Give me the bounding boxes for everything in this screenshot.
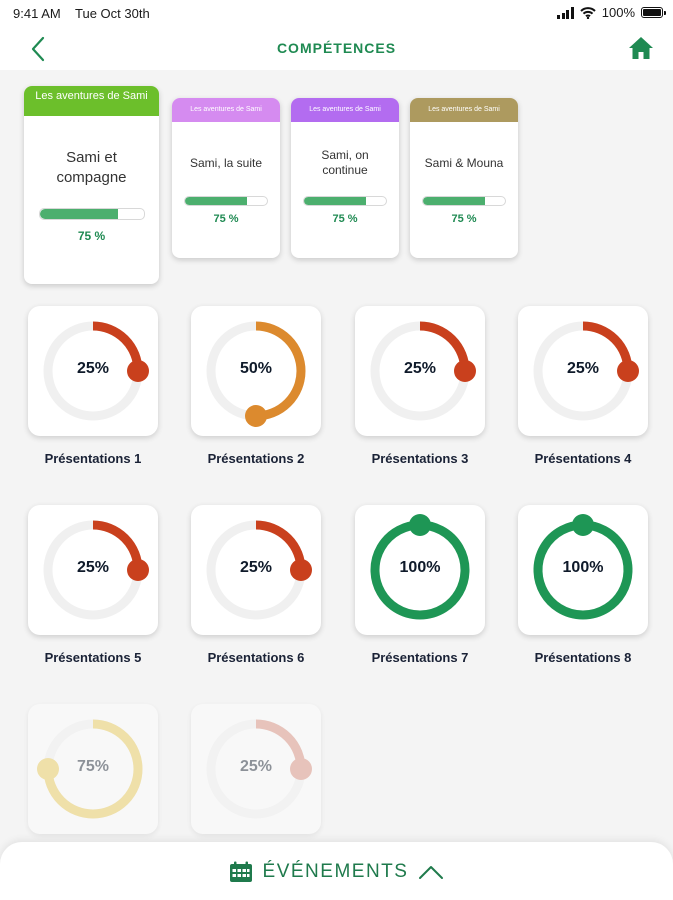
skill-gauge [43,321,149,421]
story-card-percent: 75 % [77,229,106,243]
gauge-knob [127,360,149,382]
story-cards: Les aventures de Sami Sami et compagne 7… [0,86,673,296]
story-card-title: Sami, la suite [189,156,263,170]
story-card[interactable]: Les aventures de Sami Sami & Mouna 75 % [410,98,518,258]
skill-tile[interactable]: 100% [355,505,485,635]
skill-label: Présentations 2 [207,451,305,466]
story-card-percent: 75 % [332,213,358,225]
story-card-title: Sami et compagne [56,149,127,186]
skill-label: Présentations 1 [44,451,142,466]
battery-icon [641,7,666,18]
status-time: 9:41 AM [13,6,61,21]
skill-gauge [206,719,312,819]
status-date: Tue Oct 30th [75,6,150,21]
skill-label: Présentations 3 [371,451,469,466]
skill-value: 25% [239,758,273,775]
skill-gauge [370,514,470,620]
skill-value: 100% [562,559,604,576]
status-bar: 9:41 AM Tue Oct 30th 100% [0,0,673,28]
story-card-progress [39,208,145,220]
gauge-knob [245,405,267,427]
gauge-knob [572,514,594,536]
skill-tile[interactable]: 25% [28,306,158,436]
skill-gauge [206,520,312,620]
home-icon[interactable] [626,33,656,63]
skill-value: 25% [239,559,273,576]
story-card-progress [184,196,268,206]
wifi-icon [580,6,596,19]
story-card-band: Les aventures de Sami [24,86,159,116]
battery-percent: 100% [601,5,635,20]
skill-tile[interactable]: 50% [191,306,321,436]
skill-gauge [370,321,476,421]
skill-tile[interactable]: 25% [191,505,321,635]
story-card[interactable]: Les aventures de Sami Sami, on continue … [291,98,399,258]
skill-label: Présentations 6 [207,650,305,665]
status-indicators: 100% [557,5,666,20]
gauge-knob [290,758,312,780]
skill-value: 75% [76,758,110,775]
gauge-arc [370,520,470,620]
signal-icon [557,6,574,19]
header: COMPÉTENCES [0,28,673,70]
story-card-percent: 75 % [213,213,239,225]
page-title: COMPÉTENCES [276,40,397,56]
story-card-band: Les aventures de Sami [410,98,518,122]
skill-gauge [533,321,639,421]
story-card[interactable]: Les aventures de Sami Sami et compagne 7… [24,86,159,284]
chevron-up-icon[interactable] [418,864,444,880]
story-card-band: Les aventures de Sami [172,98,280,122]
story-card-band: Les aventures de Sami [291,98,399,122]
skill-label: Présentations 8 [534,650,632,665]
skill-gauge [206,321,306,427]
story-card-progress [422,196,506,206]
skill-value: 50% [239,360,273,377]
gauge-knob [290,559,312,581]
skill-label: Présentations 7 [371,650,469,665]
gauge-knob [127,559,149,581]
calendar-icon [229,861,252,882]
story-card-title: Sami & Mouna [424,156,504,170]
skill-value: 25% [403,360,437,377]
skill-gauge [43,520,149,620]
gauge-arc [43,719,143,819]
gauge-arc [255,719,306,770]
skill-gauge [533,514,633,620]
gauge-arc [255,321,306,421]
skill-value: 25% [76,360,110,377]
events-bar[interactable]: ÉVÉNEMENTS [0,842,673,900]
gauge-knob [617,360,639,382]
skill-tile[interactable]: 25% [28,505,158,635]
gauge-knob [454,360,476,382]
story-card-title: Sami, on continue [321,148,369,177]
skill-tile[interactable]: 25% [518,306,648,436]
gauge-arc [533,520,633,620]
events-label: ÉVÉNEMENTS [262,861,409,882]
skill-label: Présentations 4 [534,451,632,466]
skill-tile[interactable]: 75% [28,704,158,834]
skill-tile[interactable]: 25% [191,704,321,834]
skill-tile[interactable]: 25% [355,306,485,436]
skill-value: 25% [566,360,600,377]
chevron-left-icon[interactable] [24,34,54,64]
skill-tile[interactable]: 100% [518,505,648,635]
skill-label: Présentations 5 [44,650,142,665]
story-card[interactable]: Les aventures de Sami Sami, la suite 75 … [172,98,280,258]
story-card-percent: 75 % [451,213,477,225]
gauge-knob [409,514,431,536]
story-card-progress [303,196,387,206]
skill-value: 100% [399,559,441,576]
skill-gauge [37,719,143,819]
skill-value: 25% [76,559,110,576]
gauge-knob [37,758,59,780]
